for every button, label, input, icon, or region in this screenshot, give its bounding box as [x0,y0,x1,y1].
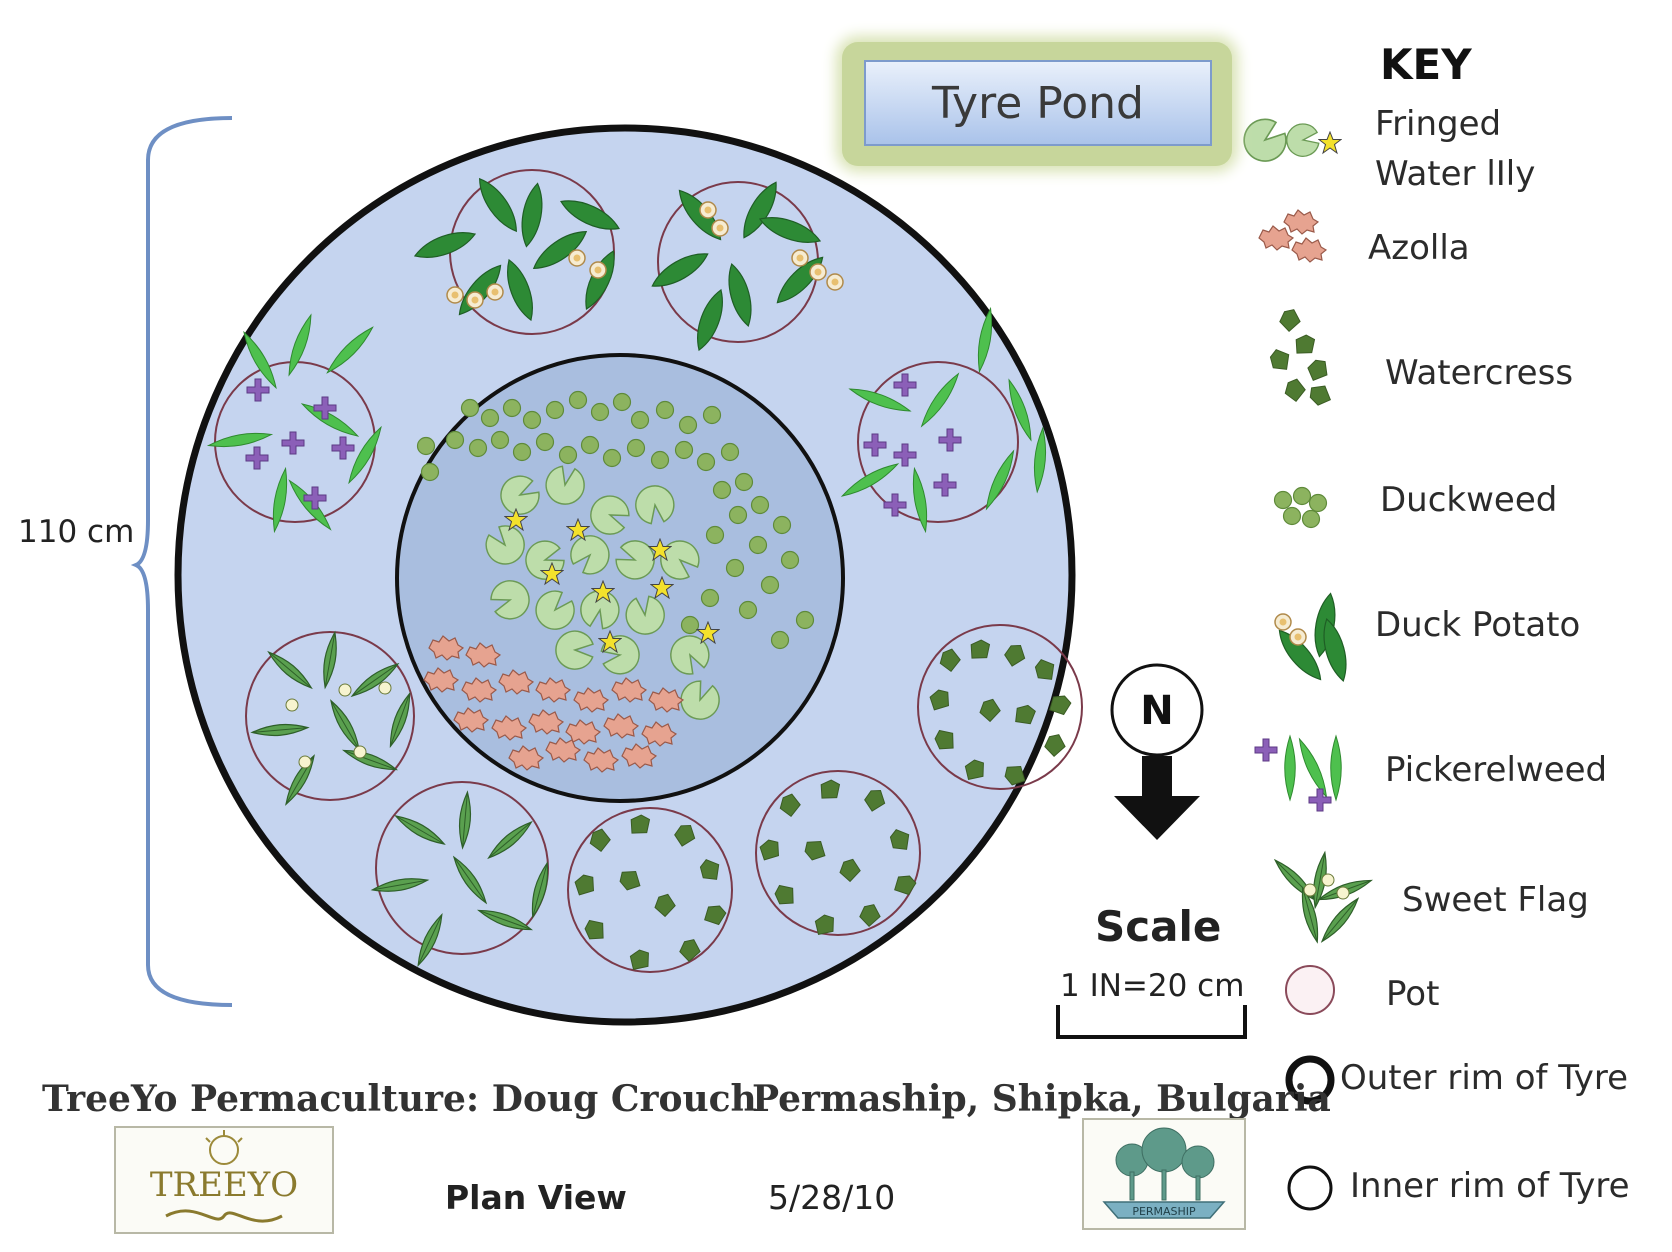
treeyo-logo: TREEYO [114,1126,334,1234]
footer-location: Permaship, Shipka, Bulgaria [752,1078,1331,1120]
key-label-azolla: Azolla [1368,228,1470,268]
dimension-bracket [130,116,233,1007]
svg-text:PERMASHIP: PERMASHIP [1132,1205,1196,1218]
north-arrow: N [1110,663,1204,840]
key-icon-pot [1285,965,1335,1015]
key-icon-duck-potato [1271,591,1353,686]
key-label-fringed-line1: Fringed [1375,104,1502,144]
key-label-pot: Pot [1386,974,1440,1014]
page-title: Tyre Pond [864,60,1212,146]
key-label-duckweed: Duckweed [1380,480,1558,520]
scale-value: 1 IN=20 cm [1060,968,1245,1004]
key-label-inner-rim: Inner rim of Tyre [1350,1166,1630,1206]
key-icon-sweet-flag [1270,850,1374,946]
key-label-pickerelweed: Pickerelweed [1385,750,1608,790]
key-icon-azolla [1258,209,1327,263]
key-label-outer-rim: Outer rim of Tyre [1340,1058,1629,1098]
permaship-logo: PERMASHIP [1082,1118,1246,1230]
key-icon-outer-rim [1285,1055,1335,1105]
key-icon-duckweed [1273,486,1328,529]
sweet-flag-plants [251,630,553,969]
key-icon-watercress [1267,306,1336,410]
title-frame: Tyre Pond [842,42,1232,166]
key-label-duck-potato: Duck Potato [1375,605,1581,645]
svg-text:TREEYO: TREEYO [150,1165,298,1205]
key-label-watercress: Watercress [1385,353,1574,393]
footer-plan-view: Plan View [445,1178,627,1217]
scale-title: Scale [1095,902,1222,951]
key-icon-fringed-water-lily [1243,117,1342,163]
key-label-fringed-line2: Water lIly [1375,154,1536,194]
key-icon-pickerelweed [1254,735,1342,812]
footer-date: 5/28/10 [768,1178,896,1217]
scale-bar [1056,1005,1247,1039]
footer-author: TreeYo Permaculture: Doug Crouch [42,1078,757,1120]
key-icon-inner-rim [1287,1165,1333,1211]
svg-text:N: N [1140,688,1173,734]
key-title: KEY [1380,40,1472,89]
key-label-sweet-flag: Sweet Flag [1402,880,1589,920]
dimension-label: 110 cm [18,514,135,550]
